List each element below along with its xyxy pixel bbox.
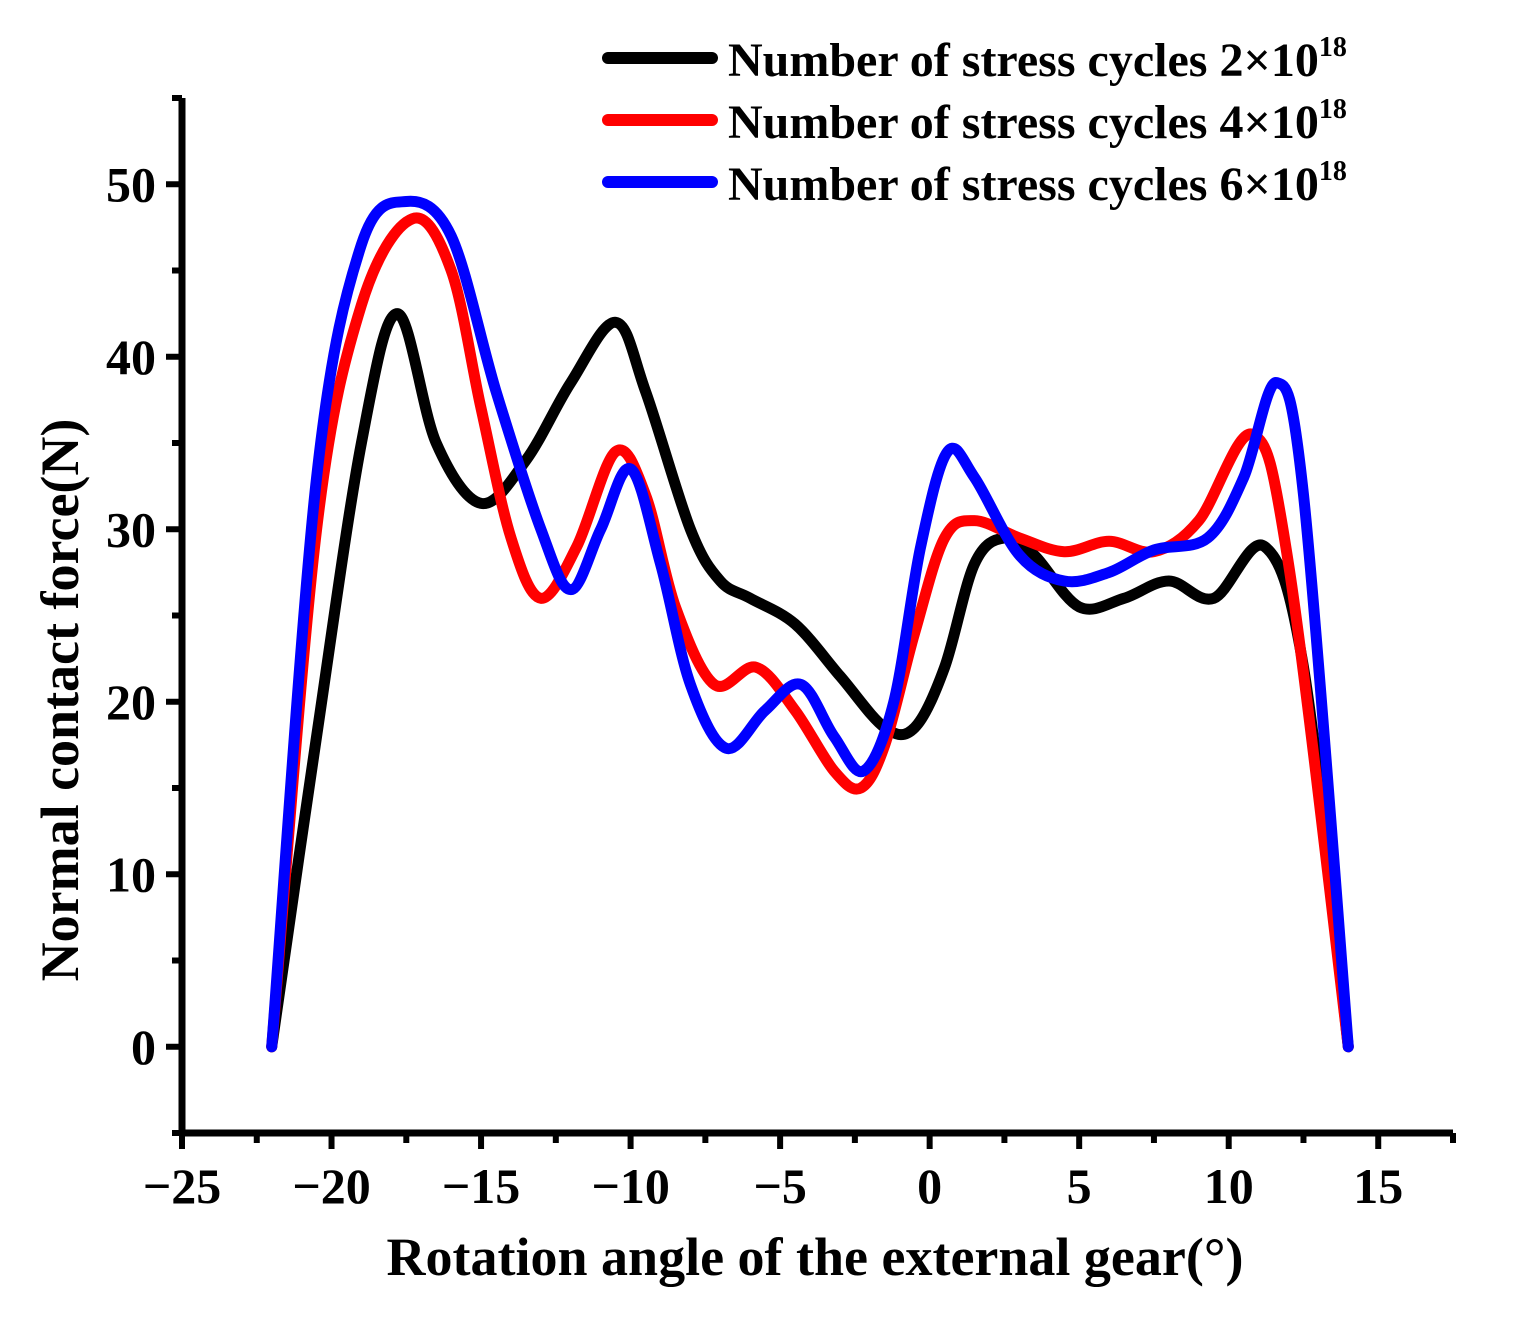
series-line-1 — [266, 308, 1354, 1053]
x-tick-label: 15 — [1353, 1158, 1403, 1214]
y-tick-label: 40 — [106, 329, 156, 385]
x-tick-label: 0 — [917, 1158, 942, 1214]
y-axis-title: Normal contact force(N) — [30, 419, 90, 982]
x-tick-label: 5 — [1067, 1158, 1092, 1214]
y-tick-label: 50 — [106, 156, 156, 212]
y-tick-label: 20 — [106, 674, 156, 730]
x-axis-title: Rotation angle of the external gear(°) — [387, 1227, 1244, 1287]
legend: Number of stress cycles 2×1018 Number of … — [602, 32, 1347, 211]
series-group — [266, 195, 1354, 1053]
y-tick-label: 0 — [131, 1019, 156, 1075]
x-tick-labels: −25 −20 −15 −10 −5 0 5 10 15 — [143, 1158, 1403, 1214]
legend-label-superscript: 18 — [1319, 94, 1347, 125]
y-tick-labels: 0 10 20 30 40 50 — [106, 156, 156, 1075]
legend-label-1: Number of stress cycles 2×1018 — [728, 32, 1347, 87]
legend-label-2: Number of stress cycles 4×1018 — [728, 94, 1347, 149]
legend-label-3: Number of stress cycles 6×1018 — [728, 156, 1347, 211]
series-line-3 — [266, 195, 1354, 1053]
y-tick-label: 10 — [106, 846, 156, 902]
x-tick-label: −15 — [442, 1158, 521, 1214]
ticks — [166, 95, 1456, 1149]
axes — [178, 98, 1453, 1137]
y-tick-label: 30 — [106, 501, 156, 557]
x-tick-label: −25 — [143, 1158, 222, 1214]
legend-label-superscript: 18 — [1319, 32, 1347, 63]
x-tick-label: −10 — [591, 1158, 670, 1214]
legend-label-superscript: 18 — [1319, 156, 1347, 187]
x-tick-label: −20 — [292, 1158, 371, 1214]
x-tick-label: −5 — [753, 1158, 807, 1214]
x-tick-label: 10 — [1204, 1158, 1254, 1214]
